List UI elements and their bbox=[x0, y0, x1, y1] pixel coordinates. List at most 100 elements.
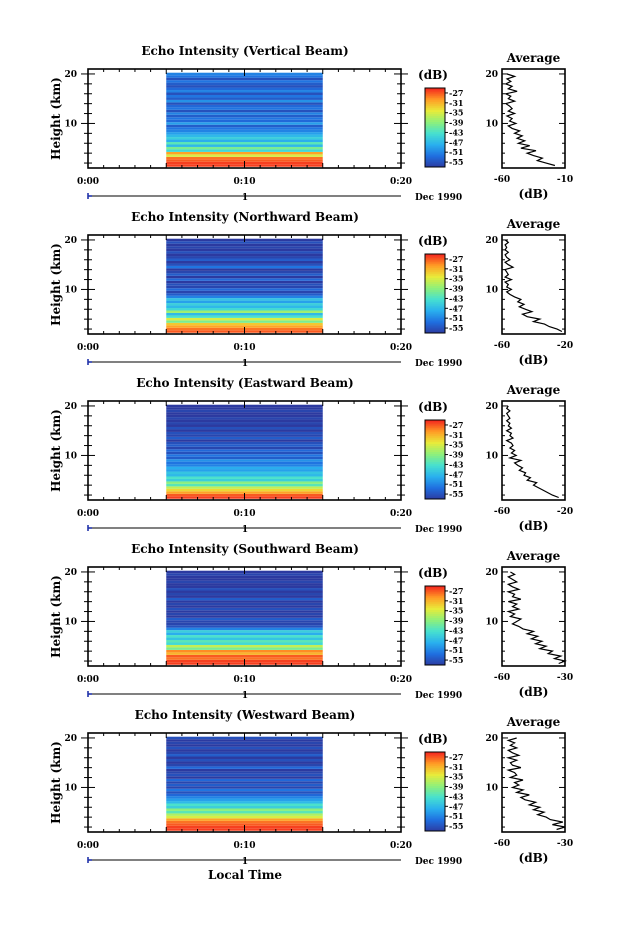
heatmap-cell bbox=[166, 117, 323, 120]
colorbar-segment bbox=[425, 147, 445, 150]
heatmap-cell bbox=[166, 107, 323, 110]
colorbar-segment bbox=[425, 779, 445, 783]
heatmap-cell bbox=[166, 471, 323, 475]
colorbar-segment bbox=[425, 757, 445, 761]
heatmap-cell bbox=[166, 773, 323, 777]
colorbar-tick-label: -27 bbox=[449, 752, 463, 762]
heatmap-cell bbox=[166, 85, 323, 88]
heatmap-cell bbox=[166, 310, 323, 313]
colorbar-tick-label: -31 bbox=[449, 430, 463, 440]
colorbar-segment bbox=[425, 761, 445, 765]
heatmap-cell bbox=[166, 146, 323, 150]
colorbar-tick-label: -27 bbox=[449, 254, 463, 264]
heatmap-cell bbox=[166, 256, 323, 259]
plot-title: Echo Intensity (Eastward Beam) bbox=[136, 376, 353, 390]
colorbar-segment bbox=[425, 309, 445, 312]
heatmap-cell bbox=[166, 783, 323, 787]
avg-x-tick-label: -60 bbox=[494, 341, 510, 351]
heatmap-cell bbox=[166, 751, 323, 755]
colorbar-segment bbox=[425, 91, 445, 95]
average-xlabel: (dB) bbox=[519, 685, 549, 699]
colorbar-segment bbox=[425, 819, 445, 822]
heatmap-cell bbox=[166, 461, 323, 465]
average-frame bbox=[501, 234, 566, 335]
avg-x-tick-label: -10 bbox=[557, 175, 573, 185]
heatmap-cell bbox=[166, 657, 323, 660]
heatmap-cell bbox=[166, 436, 323, 440]
average-title: Average bbox=[506, 51, 561, 65]
heatmap-cell bbox=[166, 478, 323, 482]
average-frame bbox=[501, 566, 566, 667]
colorbar-segment bbox=[425, 767, 445, 771]
colorbar-segment bbox=[425, 277, 445, 281]
colorbar-segment bbox=[425, 135, 445, 138]
heatmap-cell bbox=[166, 241, 323, 244]
heatmap-cell bbox=[166, 766, 323, 769]
colorbar-segment bbox=[425, 311, 445, 314]
colorbar-tick-label: -27 bbox=[449, 420, 463, 430]
heatmap-cell bbox=[166, 597, 323, 601]
colorbar-segment bbox=[425, 429, 445, 433]
heatmap-cell bbox=[166, 617, 323, 621]
heatmap-cell bbox=[166, 270, 323, 274]
colorbar-segment bbox=[425, 653, 445, 656]
colorbar-tick-label: -39 bbox=[449, 450, 464, 460]
colorbar-segment bbox=[425, 425, 445, 429]
colorbar-tick-label: -55 bbox=[449, 157, 463, 167]
colorbar-segment bbox=[425, 267, 445, 271]
heatmap-cell bbox=[166, 488, 323, 492]
heatmap-cell bbox=[166, 127, 323, 130]
heatmap-cell bbox=[166, 590, 323, 593]
heatmap-cell bbox=[166, 575, 323, 579]
avg-x-tick-label: -60 bbox=[494, 175, 510, 185]
colorbar-segment bbox=[425, 795, 445, 798]
colorbar-segment bbox=[425, 88, 445, 91]
colorbar-segment bbox=[425, 275, 445, 279]
colorbar-segment bbox=[425, 281, 445, 285]
heatmap-cell bbox=[166, 263, 323, 266]
colorbar-segment bbox=[425, 163, 445, 166]
colorbar-segment bbox=[425, 453, 445, 456]
colorbar-segment bbox=[425, 273, 445, 277]
heatmap-cell bbox=[166, 97, 323, 100]
colorbar-segment bbox=[425, 151, 445, 154]
colorbar-segment bbox=[425, 463, 445, 466]
colorbar-segment bbox=[425, 813, 445, 816]
heatmap-cell bbox=[166, 315, 323, 318]
heatmap-cell bbox=[166, 275, 323, 279]
colorbar-segment bbox=[425, 139, 445, 142]
colorbar-segment bbox=[425, 803, 445, 806]
colorbar-segment bbox=[425, 599, 445, 603]
colorbar-segment bbox=[425, 265, 445, 269]
average-frame bbox=[501, 400, 566, 501]
colorbar-segment bbox=[425, 797, 445, 800]
plot-title: Echo Intensity (Vertical Beam) bbox=[141, 44, 348, 58]
heatmap-cell bbox=[166, 749, 323, 752]
x-axis-label: Local Time bbox=[208, 868, 282, 882]
x-tick-label: 0:20 bbox=[390, 841, 412, 851]
average-xlabel: (dB) bbox=[519, 353, 549, 367]
heatmap-cell bbox=[166, 439, 323, 442]
heatmap-cell bbox=[166, 806, 323, 809]
colorbar-segment bbox=[425, 435, 445, 439]
plot-title: Echo Intensity (Westward Beam) bbox=[135, 708, 356, 722]
colorbar-segment bbox=[425, 331, 445, 334]
heatmap-cell bbox=[166, 305, 323, 309]
colorbar-tick-label: -39 bbox=[449, 782, 464, 792]
plot-title: Echo Intensity (Northward Beam) bbox=[131, 210, 359, 224]
colorbar-tick-label: -55 bbox=[449, 323, 463, 333]
average-title: Average bbox=[506, 383, 561, 397]
colorbar-tick-label: -47 bbox=[449, 137, 463, 147]
average-xlabel: (dB) bbox=[519, 851, 549, 865]
colorbar-segment bbox=[425, 467, 445, 470]
colorbar-tick-label: -39 bbox=[449, 118, 464, 128]
colorbar-tick-label: -55 bbox=[449, 489, 463, 499]
colorbar-segment bbox=[425, 99, 445, 103]
colorbar-segment bbox=[425, 323, 445, 326]
colorbar-segment bbox=[425, 629, 445, 632]
colorbar-segment bbox=[425, 255, 445, 259]
colorbar-segment bbox=[425, 157, 445, 160]
heatmap-cell bbox=[166, 94, 323, 98]
colorbar-segment bbox=[425, 447, 445, 451]
colorbar-segment bbox=[425, 123, 445, 126]
